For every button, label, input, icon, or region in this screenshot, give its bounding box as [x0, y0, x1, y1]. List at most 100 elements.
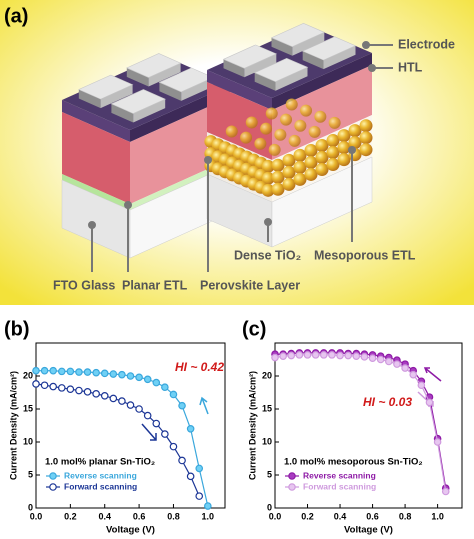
nanoparticle [328, 116, 341, 129]
data-point [376, 355, 385, 364]
y-tick-label: 15 [23, 403, 33, 413]
data-point [425, 398, 434, 407]
series-line [274, 354, 447, 492]
y-tick-label: 10 [262, 436, 272, 446]
x-tick-label: 0.8 [167, 511, 180, 521]
series-line [275, 352, 447, 489]
nanoparticle [260, 122, 273, 135]
nanoparticle [271, 170, 285, 184]
x-tick-label: 0.6 [133, 511, 146, 521]
x-tick-label: 0.6 [366, 511, 379, 521]
y-tick-label: 15 [262, 403, 272, 413]
data-point [40, 381, 49, 390]
nanoparticle [348, 136, 362, 150]
data-point [433, 438, 442, 446]
electrode-top [253, 57, 309, 83]
data-point [169, 442, 178, 451]
data-point [126, 372, 135, 380]
data-point [336, 351, 344, 360]
x-tick-label: 0.0 [269, 511, 282, 521]
panel-label: (a) [4, 5, 28, 27]
layer-front [62, 174, 130, 210]
scan-arrows [141, 367, 442, 441]
data-point [393, 360, 401, 368]
data-point [178, 456, 186, 465]
legend-label: Forward scanning [303, 481, 376, 491]
layer-front [207, 70, 272, 110]
nanoparticle [240, 131, 253, 144]
panel-label: (b) [4, 318, 30, 340]
nanoparticle [326, 158, 340, 172]
y-tick-label: 20 [23, 370, 33, 380]
y-tick-label: 5 [28, 469, 33, 479]
legend-marker [49, 472, 57, 480]
nanoparticle [359, 131, 373, 145]
layer-side [130, 159, 230, 210]
data-point [49, 382, 57, 391]
x-tick-label: 0.0 [30, 511, 43, 521]
electrode-top [301, 36, 357, 61]
data-point [66, 367, 75, 376]
nanoparticle [261, 159, 275, 173]
nanoparticle [315, 151, 329, 164]
electrode-side [100, 84, 133, 109]
label-fto: FTO Glass [53, 278, 115, 292]
data-point [100, 391, 109, 400]
data-point [152, 378, 161, 387]
electrode-front [302, 51, 324, 70]
device-diagram [61, 22, 373, 259]
data-point [109, 394, 118, 403]
nanoparticle [300, 104, 313, 117]
data-point [152, 419, 161, 428]
nanoparticle [225, 125, 238, 138]
electrode-front [254, 72, 276, 91]
data-point [352, 352, 361, 361]
data-point [49, 366, 57, 375]
legend-label: Reverse scanning [303, 470, 376, 480]
nanoparticle [285, 98, 298, 111]
plot-frame [274, 342, 463, 509]
nanoparticle [326, 146, 340, 160]
electrode-top [78, 74, 134, 100]
data-point [32, 366, 40, 375]
nanoparticle [308, 125, 321, 138]
electrode-side [133, 99, 166, 123]
legend-marker [49, 483, 57, 491]
data-point [118, 397, 126, 405]
electrode-front [111, 103, 134, 123]
data-point [83, 368, 92, 376]
x-tick-label: 0.2 [301, 511, 314, 521]
nanoparticle [359, 119, 373, 133]
electrode-side [181, 77, 214, 101]
nanoparticle [314, 110, 327, 123]
layer-side [130, 85, 230, 142]
plot-frame [35, 342, 226, 509]
electrode-top [222, 44, 278, 69]
data-point [126, 401, 135, 409]
legend-title: 1.0 mol% mesoporous Sn-TiO₂ [284, 457, 423, 468]
annotation: HI ~ 0.03 [363, 395, 412, 409]
nanoparticle [293, 172, 307, 186]
data-point [92, 368, 100, 377]
electrode-side [244, 53, 277, 78]
electrode-front [159, 82, 182, 101]
data-point [303, 351, 312, 359]
layer-side [130, 97, 230, 204]
electrode-front [78, 89, 101, 109]
electrode-front [271, 37, 293, 56]
data-point [100, 369, 109, 378]
legend-title: 1.0 mol% planar Sn-TiO₂ [45, 457, 155, 468]
legend-label: Reverse scanning [64, 470, 137, 480]
label-perovskite: Perovskite Layer [200, 278, 300, 292]
x-tick-label: 0.4 [98, 511, 111, 521]
data-point [92, 390, 100, 398]
data-point [178, 401, 186, 410]
nanoparticle [274, 128, 287, 141]
data-point [311, 351, 320, 359]
data-point [40, 366, 49, 375]
nanoparticle [261, 183, 275, 197]
data-point [360, 353, 369, 361]
legend-marker [288, 472, 296, 480]
data-point [66, 385, 75, 394]
